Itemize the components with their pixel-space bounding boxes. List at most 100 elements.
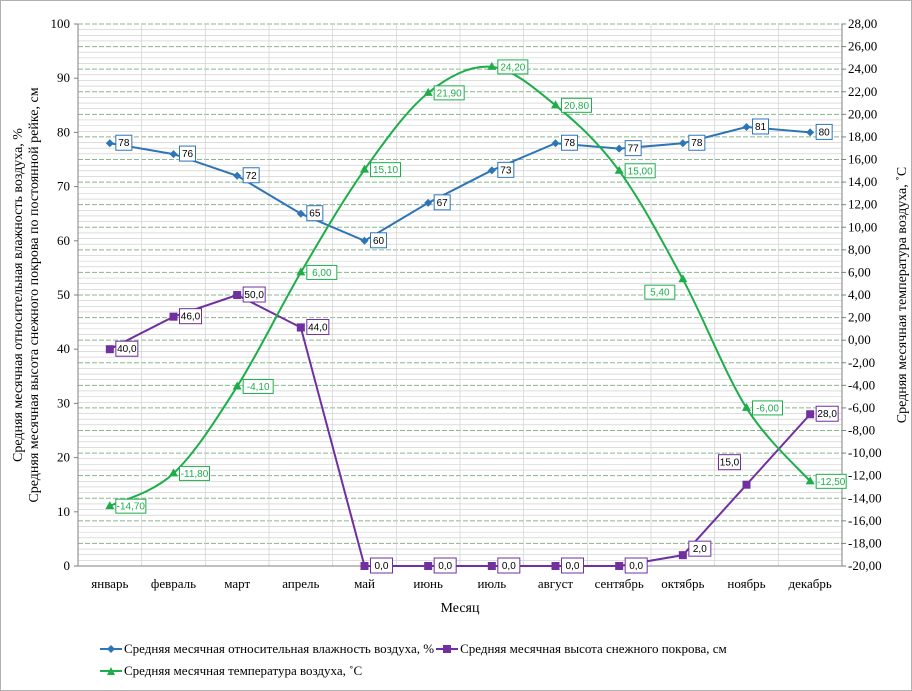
right-tick-label: 22,00: [848, 84, 877, 99]
right-tick-label: -10,00: [848, 445, 882, 460]
temperature-label-text: -11,80: [181, 469, 209, 480]
humidity-label-box: [242, 167, 260, 184]
humidity-data-label: 78: [561, 134, 578, 151]
temperature-label-text: -12,50: [817, 477, 846, 488]
temperature-point: [423, 87, 433, 96]
snow-data-label: 44,0: [306, 319, 330, 336]
snow-data-label: 40,0: [115, 340, 139, 357]
snow-data-label: 15,0: [718, 454, 741, 471]
left-tick-label: 0: [64, 558, 71, 573]
humidity-label-box: [306, 205, 324, 222]
temperature-data-label: -4,10: [242, 378, 274, 394]
snow-point: [296, 323, 305, 332]
left-tick-label: 40: [57, 341, 70, 356]
right-tick-label: 16,00: [848, 152, 877, 167]
legend-item-snow: Средняя месячная высота снежного покрова…: [436, 641, 727, 657]
humidity-label-text: 65: [309, 209, 321, 220]
humidity-data-label: 76: [179, 145, 196, 162]
snow-label-box: [306, 319, 330, 336]
humidity-label-box: [370, 232, 387, 249]
temperature-label-box: [815, 473, 847, 489]
temperature-label-text: 15,10: [373, 165, 398, 176]
snow-label-text: 0,0: [566, 561, 580, 572]
snow-label-text: 2,0: [693, 544, 707, 555]
right-tick-label: 20,00: [848, 106, 877, 121]
humidity-label-text: 80: [819, 127, 831, 138]
snow-label-text: 50,0: [244, 290, 264, 301]
left-tick-label: 100: [51, 16, 71, 31]
humidity-label-text: 77: [628, 144, 640, 155]
humidity-label-text: 78: [118, 138, 130, 149]
right-tick-label: -4,00: [848, 377, 875, 392]
x-tick-label: март: [224, 576, 250, 591]
temperature-label-text: 15,00: [628, 166, 653, 177]
humidity-label-text: 78: [564, 138, 576, 149]
snow-data-label: 0,0: [370, 557, 393, 574]
temperature-label-text: 24,20: [500, 62, 525, 73]
humidity-point: [233, 171, 242, 180]
temperature-data-label: 24,20: [497, 59, 529, 75]
left-tick-label: 50: [57, 287, 70, 302]
humidity-label-box: [624, 140, 642, 157]
snow-label-box: [561, 557, 584, 574]
temperature-label-box: [306, 264, 338, 280]
temperature-label-text: -4,10: [247, 382, 270, 393]
snow-data-label: 0,0: [433, 557, 457, 574]
x-tick-label: июнь: [413, 576, 443, 591]
temperature-point: [232, 381, 242, 390]
x-tick-label: октябрь: [661, 576, 704, 591]
temperature-label-box: [115, 498, 147, 514]
snow-point: [487, 562, 496, 570]
legend-humidity-marker-icon: [100, 645, 122, 653]
humidity-point: [551, 139, 560, 148]
y-axis-left-title-2: Средняя месячная высота снежного покрова…: [27, 87, 42, 502]
humidity-point: [615, 144, 624, 153]
humidity-label-box: [688, 134, 706, 151]
temperature-label-box: [433, 85, 465, 101]
snow-point: [678, 551, 687, 560]
snow-label-box: [242, 286, 266, 303]
humidity-data-label: 77: [624, 140, 642, 157]
humidity-data-label: 81: [752, 118, 769, 135]
temperature-point: [105, 501, 115, 510]
right-tick-label: 0,00: [848, 332, 871, 347]
temperature-data-label: -6,00: [752, 400, 783, 416]
right-tick-label: 4,00: [848, 287, 871, 302]
snow-label-box: [370, 557, 393, 574]
grid: [77, 23, 843, 567]
humidity-data-label: 67: [433, 194, 451, 211]
right-axis-ticks: -20,00 -18,00 -16,00 -14,00 -12,00 -10,00 -8,0…: [842, 16, 882, 573]
x-tick-label: июль: [477, 576, 506, 591]
humidity-label-box: [433, 194, 451, 211]
humidity-data-label: 73: [497, 161, 515, 178]
temperature-label-box: [497, 59, 529, 75]
snow-data-label: 0,0: [624, 557, 648, 574]
humidity-point: [169, 150, 178, 159]
snow-point: [169, 312, 178, 321]
temperature-label-text: 20,80: [564, 101, 589, 112]
right-tick-label: -2,00: [848, 355, 875, 370]
right-tick-label: -20,00: [848, 558, 882, 573]
right-tick-label: 10,00: [848, 219, 877, 234]
snow-label-text: 44,0: [308, 323, 328, 334]
temperature-label-text: 21,90: [437, 88, 462, 99]
temperature-data-label: 15,00: [624, 163, 656, 179]
left-tick-label: 70: [57, 179, 70, 194]
x-tick-label: февраль: [151, 576, 196, 591]
right-tick-label: 14,00: [848, 174, 877, 189]
legend-humidity-label: Средняя месячная относительная влажность…: [124, 641, 435, 656]
legend-snow-marker-icon: [436, 645, 459, 653]
snow-data-label: 0,0: [561, 557, 584, 574]
snow-label-box: [179, 308, 202, 325]
snow-label-box: [815, 405, 839, 422]
right-tick-label: -8,00: [848, 423, 875, 438]
right-tick-label: 8,00: [848, 242, 871, 257]
temperature-point: [360, 164, 369, 173]
right-tick-label: -16,00: [848, 513, 882, 528]
snow-point: [551, 562, 560, 570]
snow-label-text: 15,0: [720, 458, 740, 469]
left-tick-label: 80: [57, 124, 70, 139]
humidity-label-text: 60: [373, 236, 385, 247]
left-axis-ticks: 0 10 20 30 40 50 60 70 80 90 100: [51, 16, 78, 573]
right-tick-label: -14,00: [848, 490, 882, 505]
